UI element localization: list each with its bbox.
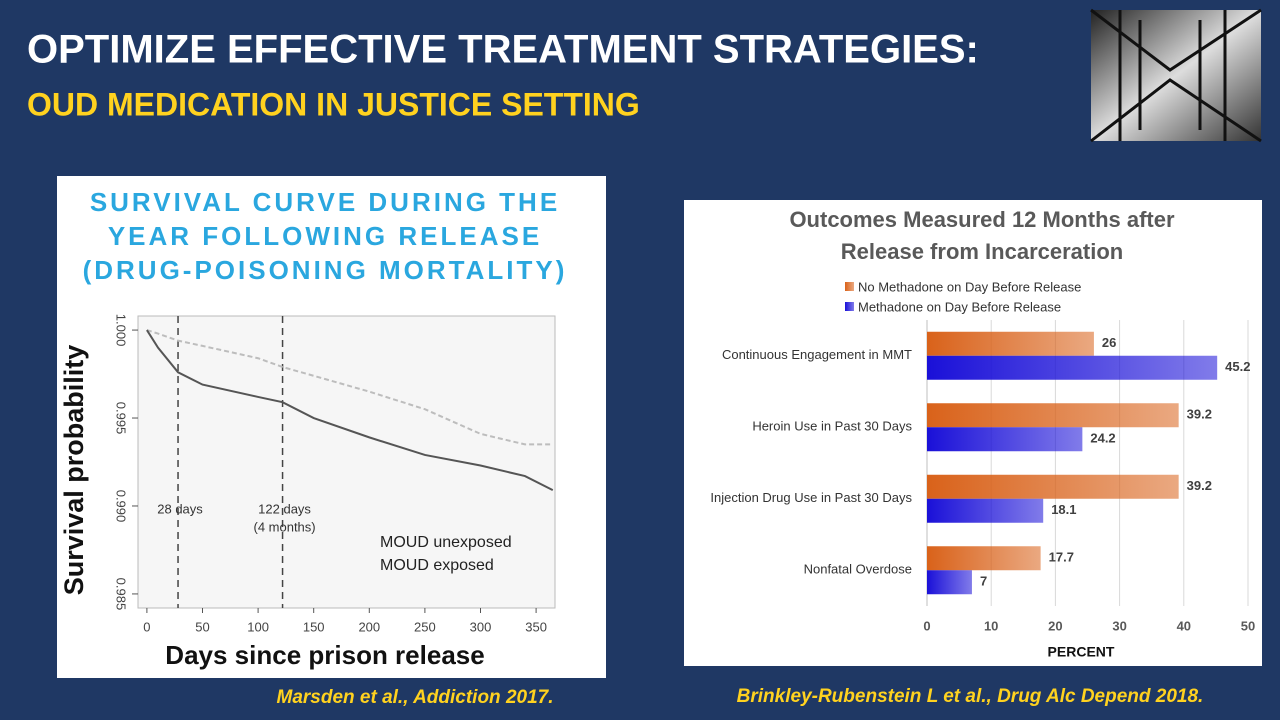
chart-title: Outcomes Measured 12 Months after xyxy=(789,207,1175,232)
x-tick-label: 50 xyxy=(1241,618,1255,633)
bar xyxy=(927,355,1218,380)
data-label: 39.2 xyxy=(1187,478,1212,493)
x-tick-label: 30 xyxy=(1112,618,1126,633)
data-label: 7 xyxy=(980,574,987,589)
x-tick-label: 40 xyxy=(1177,618,1191,633)
legend-swatch xyxy=(845,282,854,291)
y-tick-label: Nonfatal Overdose xyxy=(804,562,912,577)
legend-label: No Methadone on Day Before Release xyxy=(858,279,1081,294)
chart-title: SURVIVAL CURVE DURING THE xyxy=(90,187,560,217)
y-axis-label: Survival probability xyxy=(59,345,89,596)
y-tick-label: 1.000 xyxy=(114,314,129,347)
x-tick-label: 20 xyxy=(1048,618,1062,633)
chart-title: (DRUG-POISONING MORTALITY) xyxy=(83,255,568,285)
data-label: 18.1 xyxy=(1051,502,1076,517)
y-tick-label: Continuous Engagement in MMT xyxy=(722,347,912,362)
bar xyxy=(927,498,1044,523)
data-label: 45.2 xyxy=(1225,359,1250,374)
legend-swatch xyxy=(845,302,854,311)
x-tick-label: 150 xyxy=(303,619,325,634)
chart-title: YEAR FOLLOWING RELEASE xyxy=(108,221,542,251)
annotation: 28 days xyxy=(157,501,203,516)
x-tick-label: 350 xyxy=(525,619,547,634)
legend-label: Methadone on Day Before Release xyxy=(858,299,1061,314)
x-tick-label: 10 xyxy=(984,618,998,633)
annotation: 122 days xyxy=(258,501,311,516)
x-tick-label: 300 xyxy=(470,619,492,634)
x-tick-label: 250 xyxy=(414,619,436,634)
y-tick-label: 0.990 xyxy=(114,490,129,523)
slide-subtitle: OUD MEDICATION IN JUSTICE SETTING xyxy=(27,86,640,122)
data-label: 39.2 xyxy=(1187,407,1212,422)
series-line xyxy=(146,329,554,492)
y-tick-label: Injection Drug Use in Past 30 Days xyxy=(710,490,912,505)
data-label: 17.7 xyxy=(1049,550,1074,565)
y-tick-label: 0.995 xyxy=(114,402,129,435)
x-tick-label: 100 xyxy=(247,619,269,634)
x-tick-label: 200 xyxy=(358,619,380,634)
bar xyxy=(927,546,1041,571)
legend-label: MOUD exposed xyxy=(380,557,494,574)
y-tick-label: 0.985 xyxy=(114,578,129,611)
bar xyxy=(927,403,1179,428)
x-axis-label: PERCENT xyxy=(1048,644,1115,660)
photo xyxy=(1090,8,1262,143)
x-tick-label: 0 xyxy=(923,618,930,633)
data-label: 24.2 xyxy=(1090,431,1115,446)
x-axis-label: Days since prison release xyxy=(165,640,484,670)
bar xyxy=(927,570,972,595)
legend-label: MOUD unexposed xyxy=(380,534,512,551)
bar xyxy=(927,331,1094,356)
x-tick-label: 50 xyxy=(195,619,209,634)
data-label: 26 xyxy=(1102,335,1116,350)
citation: Marsden et al., Addiction 2017. xyxy=(277,687,554,708)
slide-title: OPTIMIZE EFFECTIVE TREATMENT STRATEGIES: xyxy=(27,28,979,72)
chart-title: Release from Incarceration xyxy=(841,239,1123,264)
y-tick-label: Heroin Use in Past 30 Days xyxy=(752,419,912,434)
bar xyxy=(927,427,1083,452)
bar xyxy=(927,474,1179,499)
x-tick-label: 0 xyxy=(143,619,150,634)
annotation: (4 months) xyxy=(253,519,315,534)
citation: Brinkley-Rubenstein L et al., Drug Alc D… xyxy=(737,686,1204,707)
plot-area xyxy=(137,315,556,609)
